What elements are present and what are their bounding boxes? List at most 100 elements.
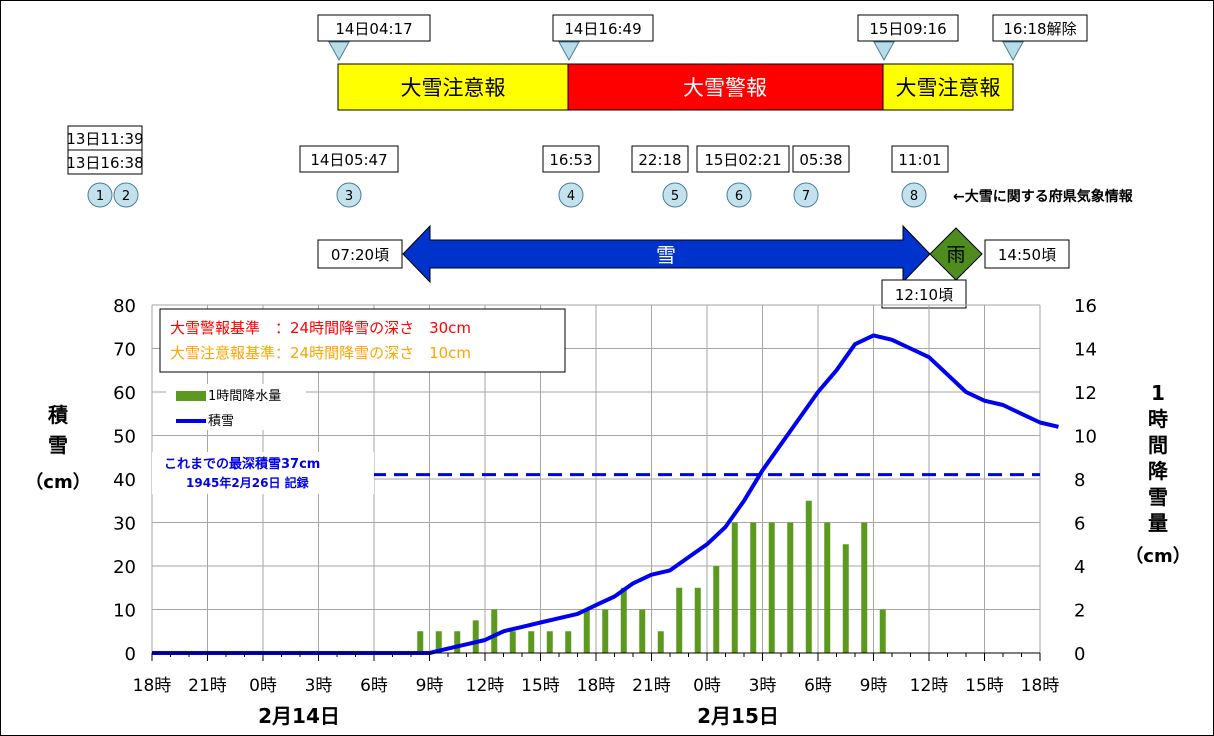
info-number-1: 1 [96,189,104,204]
xtick-label: 0時 [693,676,721,696]
legend-bar-swatch [176,391,206,401]
precip-type-row: 雪 雨 07:20頃 14:50頃 12:10頃 [317,224,1070,309]
xtick-label: 9時 [860,676,888,696]
info-caption: ←大雪に関する府県気象情報 [953,188,1134,205]
ylabel-left-line3: （cm） [25,472,90,493]
criteria-box: 大雪警報基準 ：24時間降雪の深さ 30cm 大雪注意報基準：24時間降雪の深さ… [159,308,566,373]
legend-line-label: 積雪 [208,414,234,429]
info-number-2-icon [113,182,139,208]
info-time-8: 11:01 [898,151,941,169]
precip-bar [713,566,720,653]
info-time-7: 05:38 [799,151,842,169]
advisory-bar-2 [882,63,1014,111]
chart-axes: 0 10 20 30 40 50 60 70 80 0 2 4 6 8 10 12 14 16 18時 21時 0時 3時… [113,296,1097,696]
info-number-3: 3 [345,189,353,204]
advisory-bar-1 [337,63,569,111]
precip-bar [546,631,553,653]
xtick-label: 3時 [749,676,777,696]
precip-bar [731,522,738,653]
precip-bar [805,500,812,653]
info-number-circles: 1 2 3 4 5 6 7 8 [87,182,927,208]
record-label-2: 1945年2月26日 記録 [186,475,310,490]
ytick-left: 10 [113,601,136,622]
precip-bar [565,631,572,653]
ytick-left: 50 [113,427,136,448]
date-label-2: 2月15日 [697,704,779,728]
info-time-3: 14日05:47 [310,151,387,169]
xtick-label: 18時 [1021,676,1060,696]
ytick-left: 30 [113,514,136,535]
xtick-label: 6時 [360,676,388,696]
xtick-label: 21時 [188,676,227,696]
ytick-right: 0 [1074,644,1085,665]
info-number-5-icon [662,182,688,208]
warning-label: 大雪警報 [683,76,767,100]
info-number-7-icon [793,182,819,208]
precip-bar [768,522,775,653]
xtick-label: 18時 [577,676,616,696]
snow-start-label: 07:20頃 [331,246,389,264]
criteria-advisory: 大雪注意報基準：24時間降雪の深さ 10cm [170,344,471,362]
xtick-label: 0時 [249,676,277,696]
ylabel-right-char: 降 [1148,459,1169,483]
info-time-5: 22:18 [638,151,681,169]
advisory-label-1: 大雪注意報 [401,76,506,100]
ytick-right: 10 [1074,427,1097,448]
marker-cleared-label: 16:18解除 [1003,20,1076,38]
ylabel-right-unit: （cm） [1125,546,1190,567]
marker-triangle-icon [1002,41,1024,62]
precip-bar [842,544,849,653]
ytick-left: 40 [113,470,136,491]
marker-triangle-icon [873,41,895,62]
precip-bar [639,609,646,653]
snow-end-label: 12:10頃 [895,286,953,304]
info-time-4: 16:53 [549,151,592,169]
precip-bar [509,631,516,653]
precip-bar [472,620,479,653]
info-time-6: 15日02:21 [704,151,781,169]
ylabel-right-char: 間 [1148,433,1168,457]
precip-bar [657,631,664,653]
info-number-2: 2 [122,189,130,204]
marker-cleared: 16:18解除 [992,14,1088,62]
ylabel-left-line2: 雪 [48,433,68,457]
date-label-1: 2月14日 [258,704,340,728]
info-time-1: 13日11:39 [66,130,143,148]
marker-advisory-start-label: 14日04:17 [335,20,412,38]
info-number-1-icon [87,182,113,208]
record-annotation: これまでの最深積雪37cm 1945年2月26日 記録 [152,452,374,494]
ytick-left: 0 [125,644,136,665]
ytick-left: 20 [113,557,136,578]
legend: 1時間降水量 積雪 [166,384,306,430]
alert-timeline: 大雪注意報 大雪警報 大雪注意報 14日04:17 14日16:49 15日09… [317,14,1088,111]
xtick-label: 18時 [133,676,172,696]
left-axis-title: 積 雪 （cm） [25,403,90,493]
xtick-label: 12時 [910,676,949,696]
ylabel-left-line1: 積 [48,403,69,427]
legend-bar-label: 1時間降水量 [208,389,281,404]
criteria-warning: 大雪警報基準 ：24時間降雪の深さ 30cm [170,319,471,337]
marker-advisory-start: 14日04:17 [317,14,431,62]
info-number-4-icon [558,182,584,208]
precip-bar [787,522,794,653]
ytick-right: 6 [1074,514,1085,535]
precip-bar [620,587,627,653]
snow-depth-line-group [152,333,1059,655]
ylabel-right-char: 雪 [1148,485,1168,509]
rain-label: 雨 [946,244,965,266]
info-number-7: 7 [802,189,810,204]
precip-bar [528,631,535,653]
xtick-label: 9時 [416,676,444,696]
precip-bar [435,631,442,653]
marker-triangle-icon [328,41,350,62]
xtick-label: 12時 [466,676,505,696]
precip-bar [491,609,498,653]
info-number-6-icon [726,182,752,208]
marker-warning-start: 14日16:49 [552,14,654,62]
rain-arrow-icon [929,227,983,281]
marker-warning-end-label: 15日09:16 [869,20,946,38]
precip-bar [879,609,886,653]
ytick-right: 8 [1074,470,1085,491]
ytick-left: 80 [113,296,136,317]
